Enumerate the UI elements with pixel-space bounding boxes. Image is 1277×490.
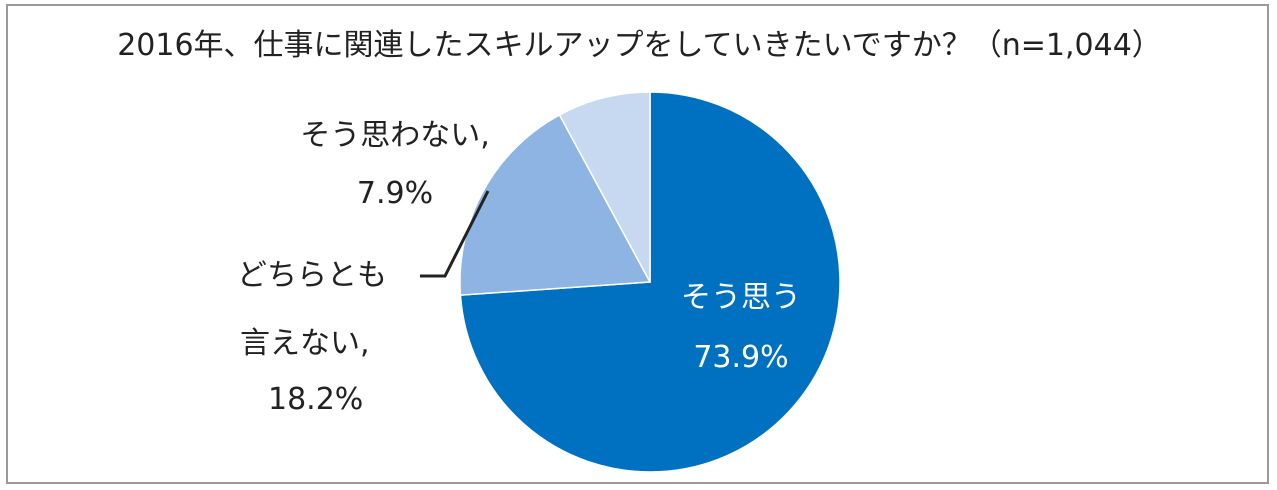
- pie-slices: [459, 91, 841, 473]
- leader-line-slice-2: [420, 190, 490, 278]
- slice-1-value: 73.9%: [693, 340, 789, 375]
- pie-slice-2: [459, 113, 652, 296]
- slice-2-value: 18.2%: [268, 382, 364, 417]
- slice-2-label-line-1: どちらとも: [237, 258, 387, 293]
- slice-1-label-line: そう思う: [681, 280, 801, 315]
- slice-2-label-line-2: 言えない,: [240, 326, 370, 361]
- slice-1-label: そう思う: [666, 272, 816, 316]
- pie-slice-3: [558, 91, 651, 283]
- slice-3-value: 7.9%: [356, 176, 434, 211]
- chart-title: 2016年、仕事に関連したスキルアップをしていきたいですか？（n=1,044）: [117, 28, 1162, 63]
- slice-3-label: そう思わない,: [300, 118, 490, 153]
